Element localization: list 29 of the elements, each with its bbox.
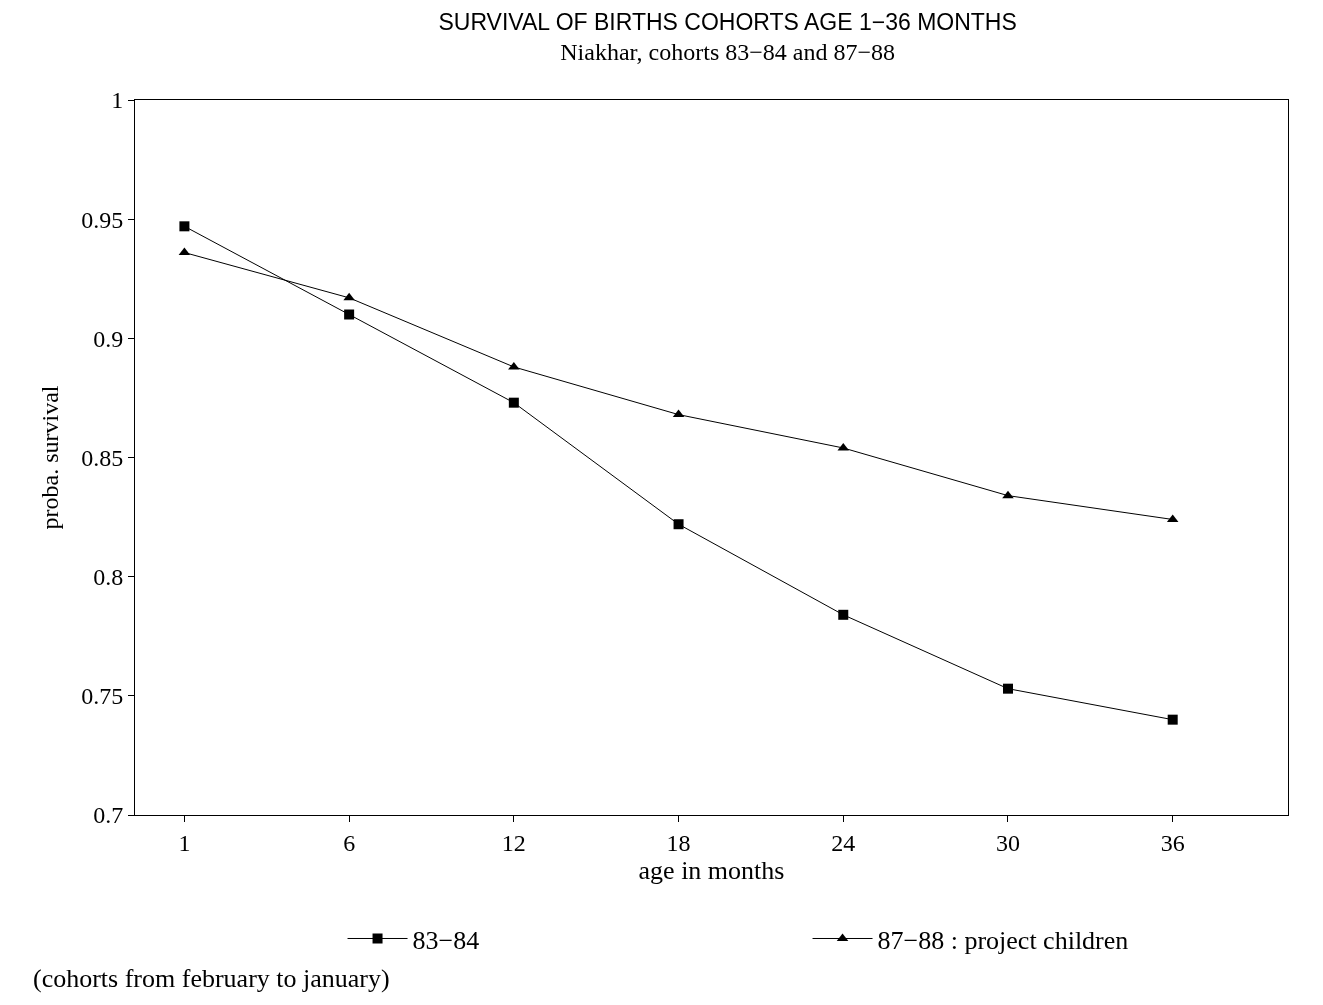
point	[344, 309, 355, 320]
x-tick-label: 18	[666, 829, 691, 856]
legend-label: 83−84	[412, 925, 480, 955]
x-axis-title: age in months	[638, 855, 785, 885]
y-tick-label: 0.7	[93, 802, 124, 829]
x-tick-label: 1	[178, 829, 191, 856]
y-tick-label: 0.85	[81, 444, 124, 471]
point	[1002, 683, 1013, 694]
x-tick-label: 6	[343, 829, 356, 856]
point	[1167, 714, 1178, 725]
y-tick-label: 0.9	[93, 325, 124, 352]
y-axis-title: proba. survival	[37, 385, 64, 530]
chart-subtitle: Niakhar, cohorts 83−84 and 87−88	[560, 39, 896, 66]
point	[508, 397, 519, 408]
point	[673, 519, 684, 530]
legend-label: 87−88 : project children	[877, 925, 1129, 955]
y-tick-label: 0.95	[81, 206, 124, 233]
y-tick-label: 0.75	[81, 683, 124, 710]
x-tick-label: 36	[1160, 829, 1185, 856]
y-tick-label: 0.8	[93, 564, 124, 591]
point	[838, 609, 849, 620]
x-tick-label: 24	[831, 829, 856, 856]
text: (cohorts from february to january)	[33, 964, 390, 993]
x-tick-label: 12	[501, 829, 526, 856]
chart-title: SURVIVAL OF BIRTHS COHORTS AGE 1−36 MONTHS	[438, 9, 1017, 36]
point	[179, 221, 190, 232]
x-tick-label: 30	[995, 829, 1020, 856]
y-tick-label: 1	[111, 87, 124, 114]
point	[1002, 490, 1014, 499]
